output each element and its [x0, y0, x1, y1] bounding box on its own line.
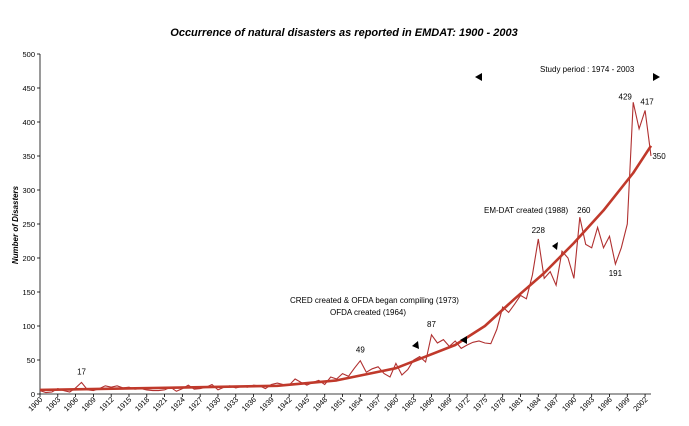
- study-period-label: Study period : 1974 - 2003: [540, 65, 635, 74]
- series-line: [39, 102, 652, 394]
- data-label: 260: [577, 206, 591, 215]
- x-tick-label: 1987: [542, 395, 560, 413]
- trend: [39, 145, 653, 392]
- x-tick-label: 1924: [169, 395, 187, 413]
- y-tick-label: 500: [22, 50, 35, 59]
- x-tick-label: 1996: [596, 395, 614, 413]
- x-tick-label: 1945: [293, 395, 311, 413]
- ofda-arrow: [412, 341, 419, 349]
- x-tick-label: 2002: [631, 395, 649, 413]
- emdat-arrow: [552, 242, 558, 250]
- chart-title: Occurrence of natural disasters as repor…: [170, 27, 517, 39]
- x-tick-label: 1993: [578, 395, 596, 413]
- x-tick-labels: 1900 1903 1906 1909 1912 1915 1918 1921 1924 1927…: [26, 395, 649, 413]
- x-tick-label: 1930: [204, 395, 222, 413]
- data-label: 49: [356, 346, 365, 355]
- x-tick-label: 1918: [133, 395, 151, 413]
- x-tick-label: 1957: [364, 395, 382, 413]
- y-tick-label: 50: [27, 356, 35, 365]
- x-tick-label: 1972: [453, 395, 471, 413]
- y-tick-label: 350: [22, 152, 35, 161]
- series: [39, 102, 652, 394]
- trend-line: [39, 145, 653, 392]
- x-tick-label: 1966: [418, 395, 436, 413]
- x-tick-label: 1927: [186, 395, 204, 413]
- study-period-end-arrow: [653, 73, 660, 81]
- x-tick-label: 1933: [222, 395, 240, 413]
- x-tick-label: 1921: [151, 395, 169, 413]
- x-tick-label: 1975: [471, 395, 489, 413]
- data-label: 191: [609, 269, 623, 278]
- x-tick-label: 1909: [80, 395, 98, 413]
- ofda-label: OFDA created (1964): [330, 308, 406, 317]
- y-tick-label: 250: [22, 220, 35, 229]
- y-tick-label: 200: [22, 254, 35, 263]
- y-axis-label: Number of Disasters: [11, 185, 20, 264]
- data-label: 87: [427, 320, 436, 329]
- x-tick-label: 1954: [347, 395, 365, 413]
- x-tick-label: 1978: [489, 395, 507, 413]
- cred-arrow: [460, 336, 467, 344]
- data-label: 17: [77, 367, 86, 376]
- x-tick-label: 1960: [382, 395, 400, 413]
- y-tick-label: 400: [22, 118, 35, 127]
- axes: [37, 53, 651, 397]
- x-tick-label: 1912: [97, 395, 115, 413]
- y-tick-label: 100: [22, 322, 35, 331]
- x-tick-label: 1915: [115, 395, 133, 413]
- x-tick-label: 1984: [525, 395, 543, 413]
- y-tick-label: 300: [22, 186, 35, 195]
- data-label: 228: [532, 226, 546, 235]
- x-tick-label: 1948: [311, 395, 329, 413]
- y-tick-label: 450: [22, 84, 35, 93]
- x-tick-label: 1981: [507, 395, 525, 413]
- data-label: 429: [619, 92, 633, 101]
- data-labels: 17 49 87 228 260 191 429 417 350: [77, 92, 666, 376]
- cred-label: CRED created & OFDA began compiling (197…: [290, 296, 459, 305]
- x-tick-label: 1939: [258, 395, 276, 413]
- x-tick-label: 1963: [400, 395, 418, 413]
- x-tick-label: 1903: [44, 395, 62, 413]
- study-period-start-arrow: [475, 73, 482, 81]
- emdat-label: EM-DAT created (1988): [484, 206, 569, 215]
- y-tick-label: 0: [31, 390, 35, 399]
- x-tick-label: 1951: [329, 395, 347, 413]
- x-tick-label: 1990: [560, 395, 578, 413]
- data-label: 350: [652, 152, 666, 161]
- x-tick-label: 1900: [26, 395, 44, 413]
- annotations: Study period : 1974 - 2003 CRED created …: [290, 65, 660, 349]
- data-label: 417: [640, 97, 654, 106]
- x-tick-label: 1936: [240, 395, 258, 413]
- x-tick-label: 1969: [436, 395, 454, 413]
- x-tick-label: 1999: [614, 395, 632, 413]
- y-tick-labels: 0 50 100 150 200 250 300 350 400 450 500: [22, 50, 35, 399]
- x-tick-label: 1942: [275, 395, 293, 413]
- y-tick-label: 150: [22, 288, 35, 297]
- x-tick-label: 1906: [62, 395, 80, 413]
